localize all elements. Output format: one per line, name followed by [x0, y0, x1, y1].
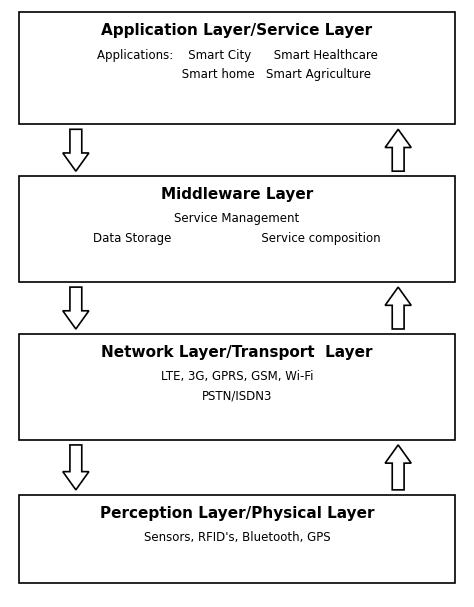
Text: Sensors, RFID's, Bluetooth, GPS: Sensors, RFID's, Bluetooth, GPS: [144, 531, 330, 544]
Bar: [19, 334, 455, 440]
Polygon shape: [63, 129, 89, 171]
Polygon shape: [385, 287, 411, 329]
Polygon shape: [63, 445, 89, 490]
Text: Service Management: Service Management: [174, 212, 300, 225]
Text: LTE, 3G, GPRS, GSM, Wi-Fi: LTE, 3G, GPRS, GSM, Wi-Fi: [161, 370, 313, 383]
Text: Smart home   Smart Agriculture: Smart home Smart Agriculture: [103, 68, 371, 81]
Text: Application Layer/Service Layer: Application Layer/Service Layer: [101, 23, 373, 38]
Polygon shape: [385, 129, 411, 171]
Text: Data Storage                        Service composition: Data Storage Service composition: [93, 232, 381, 245]
Bar: [19, 176, 455, 282]
Text: Perception Layer/Physical Layer: Perception Layer/Physical Layer: [100, 506, 374, 521]
Text: Applications:    Smart City      Smart Healthcare: Applications: Smart City Smart Healthcar…: [97, 49, 377, 61]
Text: Middleware Layer: Middleware Layer: [161, 187, 313, 202]
Text: PSTN/ISDN3: PSTN/ISDN3: [202, 390, 272, 402]
Text: Network Layer/Transport  Layer: Network Layer/Transport Layer: [101, 345, 373, 360]
Bar: [19, 12, 455, 124]
Bar: [19, 495, 455, 583]
Polygon shape: [385, 445, 411, 490]
Polygon shape: [63, 287, 89, 329]
